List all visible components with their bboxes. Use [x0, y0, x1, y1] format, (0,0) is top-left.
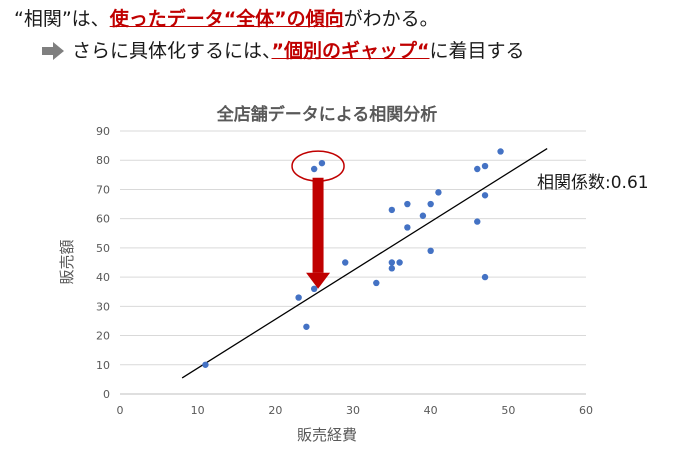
- correlation-coefficient-label: 相関係数:0.61: [537, 173, 649, 193]
- x-tick-label: 50: [501, 404, 515, 417]
- x-tick-label: 40: [424, 404, 438, 417]
- data-point: [419, 212, 427, 219]
- data-point: [310, 285, 318, 292]
- headline-line-2: さらに具体化するには、”個別のギャップ“に着目する: [42, 36, 525, 65]
- data-point: [388, 206, 396, 214]
- x-tick-label: 30: [346, 404, 360, 417]
- chart-title: 全店舗データによる相関分析: [216, 104, 438, 125]
- subline-highlight: ”個別のギャップ“: [271, 40, 430, 62]
- x-tick-label: 20: [268, 404, 282, 417]
- y-tick-label: 0: [103, 388, 110, 401]
- highlight-circle: [291, 150, 345, 182]
- highlight-overlay: [291, 150, 345, 289]
- y-tick-label: 40: [96, 271, 110, 284]
- y-tick-label: 50: [96, 242, 110, 255]
- trendline-segment: [181, 147, 548, 379]
- data-point: [318, 159, 326, 167]
- data-point: [474, 218, 481, 225]
- data-point: [474, 165, 481, 173]
- headline-highlight: 使ったデータ“全体”の傾向: [109, 8, 344, 30]
- data-point: [295, 294, 302, 301]
- data-point: [404, 224, 411, 231]
- y-tick-label: 60: [96, 213, 110, 226]
- data-point: [427, 247, 434, 255]
- data-point: [427, 200, 434, 208]
- data-point: [310, 165, 318, 173]
- data-point: [481, 192, 489, 199]
- y-axis-label: 販売額: [58, 239, 76, 284]
- down-arrow-shaft: [312, 177, 324, 273]
- down-arrow-icon: [306, 272, 331, 289]
- data-point: [373, 279, 380, 287]
- subline-text-post: に着目する: [429, 40, 525, 62]
- headline-text-pre: “相関”は、: [14, 8, 110, 30]
- data-point: [388, 259, 396, 266]
- data-point: [497, 148, 504, 155]
- y-tick-label: 90: [96, 125, 110, 138]
- headline-text-post: がわかる。: [343, 8, 439, 30]
- data-point: [481, 273, 489, 281]
- data-point: [303, 323, 310, 330]
- chart-gridlines: [120, 130, 586, 395]
- y-tick-label: 70: [96, 183, 110, 196]
- data-point: [342, 259, 349, 266]
- data-point: [481, 162, 489, 170]
- data-point: [404, 200, 411, 208]
- x-axis-label: 販売経費: [297, 426, 357, 444]
- data-point: [202, 361, 209, 368]
- x-tick-label: 0: [117, 404, 124, 417]
- data-point: [396, 259, 403, 266]
- headline-line-1: “相関”は、使ったデータ“全体”の傾向がわかる。: [14, 4, 439, 31]
- data-point: [388, 265, 396, 272]
- y-tick-label: 30: [96, 300, 110, 313]
- data-point: [435, 189, 442, 196]
- y-tick-label: 20: [96, 330, 110, 343]
- x-tick-label: 10: [191, 404, 205, 417]
- y-tick-label: 80: [96, 154, 110, 167]
- x-tick-label: 60: [579, 404, 593, 417]
- subline-text-pre: さらに具体化するには、: [72, 40, 272, 62]
- trendline: [181, 147, 548, 379]
- chart-axes: 0 10 20 30 40 50 60 70 80 90 0 10 20 30 40 50 60: [96, 125, 593, 417]
- y-tick-label: 10: [96, 359, 110, 372]
- right-arrow-icon: [42, 42, 64, 65]
- scatter-points: [202, 148, 504, 368]
